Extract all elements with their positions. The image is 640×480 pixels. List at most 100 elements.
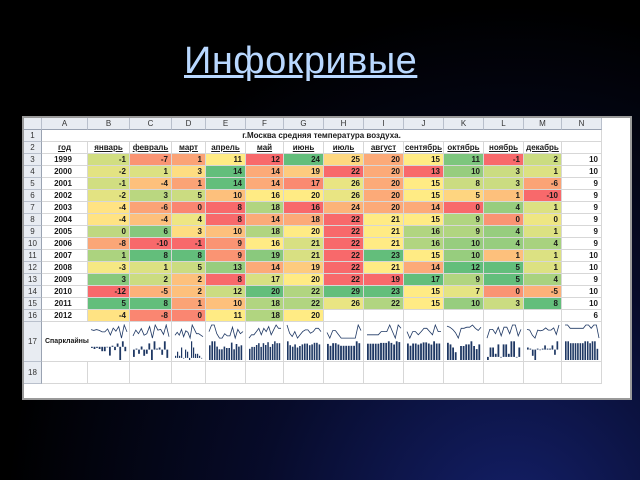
temperature-cell[interactable]: 22 bbox=[284, 286, 324, 298]
temperature-cell[interactable]: 17 bbox=[284, 178, 324, 190]
year-cell[interactable]: 2001 bbox=[42, 178, 88, 190]
temperature-cell[interactable]: 11 bbox=[206, 310, 246, 322]
row-header-2[interactable]: 2 bbox=[24, 142, 42, 154]
sparkline-cell[interactable] bbox=[444, 322, 484, 362]
empty-cell[interactable] bbox=[172, 362, 206, 384]
temperature-cell[interactable]: 9 bbox=[562, 274, 602, 286]
temperature-cell[interactable]: 5 bbox=[172, 190, 206, 202]
temperature-cell[interactable]: 22 bbox=[284, 298, 324, 310]
empty-cell[interactable] bbox=[206, 362, 246, 384]
temperature-cell[interactable]: -1 bbox=[484, 154, 524, 166]
temperature-cell[interactable]: 1 bbox=[172, 154, 206, 166]
column-header-K[interactable]: K bbox=[444, 118, 484, 130]
temperature-cell[interactable]: 10 bbox=[444, 166, 484, 178]
temperature-cell[interactable]: 9 bbox=[562, 214, 602, 226]
temperature-cell[interactable]: 22 bbox=[324, 238, 364, 250]
temperature-cell[interactable]: 8 bbox=[524, 298, 562, 310]
temperature-cell[interactable]: 18 bbox=[246, 310, 284, 322]
temperature-cell[interactable]: -5 bbox=[130, 286, 172, 298]
empty-cell[interactable] bbox=[324, 362, 364, 384]
temperature-cell[interactable] bbox=[364, 310, 404, 322]
temperature-cell[interactable] bbox=[524, 310, 562, 322]
temperature-cell[interactable]: 23 bbox=[364, 250, 404, 262]
temperature-cell[interactable]: 14 bbox=[246, 166, 284, 178]
temperature-cell[interactable]: 2 bbox=[130, 274, 172, 286]
temperature-cell[interactable]: 9 bbox=[444, 214, 484, 226]
temperature-cell[interactable]: -2 bbox=[88, 190, 130, 202]
temperature-cell[interactable]: 4 bbox=[524, 274, 562, 286]
temperature-cell[interactable]: 13 bbox=[206, 262, 246, 274]
year-cell[interactable]: 2012 bbox=[42, 310, 88, 322]
temperature-cell[interactable]: -2 bbox=[88, 166, 130, 178]
year-cell[interactable]: 1999 bbox=[42, 154, 88, 166]
temperature-cell[interactable] bbox=[444, 310, 484, 322]
temperature-cell[interactable]: 14 bbox=[404, 202, 444, 214]
temperature-cell[interactable]: 20 bbox=[246, 286, 284, 298]
temperature-cell[interactable]: 3 bbox=[172, 166, 206, 178]
row-header-5[interactable]: 5 bbox=[24, 178, 42, 190]
temperature-cell[interactable]: 1 bbox=[524, 262, 562, 274]
temperature-cell[interactable]: 24 bbox=[324, 202, 364, 214]
row-header-15[interactable]: 15 bbox=[24, 298, 42, 310]
temperature-cell[interactable]: 21 bbox=[364, 262, 404, 274]
temperature-cell[interactable]: 14 bbox=[246, 262, 284, 274]
temperature-cell[interactable]: 14 bbox=[206, 166, 246, 178]
temperature-cell[interactable]: 22 bbox=[324, 250, 364, 262]
year-cell[interactable]: 2010 bbox=[42, 286, 88, 298]
temperature-cell[interactable]: 0 bbox=[484, 286, 524, 298]
empty-cell[interactable] bbox=[88, 362, 130, 384]
temperature-cell[interactable]: 13 bbox=[404, 166, 444, 178]
temperature-cell[interactable]: 26 bbox=[324, 178, 364, 190]
temperature-cell[interactable]: -6 bbox=[130, 202, 172, 214]
temperature-cell[interactable]: 5 bbox=[88, 298, 130, 310]
temperature-cell[interactable]: 0 bbox=[172, 202, 206, 214]
year-cell[interactable]: 2003 bbox=[42, 202, 88, 214]
temperature-cell[interactable]: 7 bbox=[444, 286, 484, 298]
row-header-11[interactable]: 11 bbox=[24, 250, 42, 262]
row-header-8[interactable]: 8 bbox=[24, 214, 42, 226]
temperature-cell[interactable]: 20 bbox=[364, 166, 404, 178]
sparkline-cell[interactable] bbox=[562, 322, 602, 362]
temperature-cell[interactable]: 3 bbox=[484, 166, 524, 178]
temperature-cell[interactable]: 4 bbox=[524, 238, 562, 250]
temperature-cell[interactable]: 21 bbox=[284, 250, 324, 262]
table-title[interactable]: г.Москва средняя температура воздуха. bbox=[42, 130, 602, 142]
temperature-cell[interactable]: 20 bbox=[284, 274, 324, 286]
temperature-cell[interactable]: 12 bbox=[206, 286, 246, 298]
temperature-cell[interactable]: 21 bbox=[284, 238, 324, 250]
temperature-cell[interactable]: 9 bbox=[206, 238, 246, 250]
temperature-cell[interactable]: 5 bbox=[484, 274, 524, 286]
temperature-cell[interactable]: 22 bbox=[324, 214, 364, 226]
temperature-cell[interactable]: -7 bbox=[130, 154, 172, 166]
temperature-cell[interactable]: 10 bbox=[444, 250, 484, 262]
temperature-cell[interactable]: 20 bbox=[284, 190, 324, 202]
temperature-cell[interactable]: 1 bbox=[524, 226, 562, 238]
column-header-D[interactable]: D bbox=[172, 118, 206, 130]
temperature-cell[interactable]: 19 bbox=[284, 166, 324, 178]
temperature-cell[interactable]: 16 bbox=[246, 238, 284, 250]
column-header-N[interactable]: N bbox=[562, 118, 602, 130]
temperature-cell[interactable]: 1 bbox=[524, 250, 562, 262]
temperature-cell[interactable]: 9 bbox=[206, 250, 246, 262]
temperature-cell[interactable]: -10 bbox=[130, 238, 172, 250]
temperature-cell[interactable]: 10 bbox=[562, 166, 602, 178]
temperature-cell[interactable]: 0 bbox=[172, 310, 206, 322]
year-cell[interactable]: 2008 bbox=[42, 262, 88, 274]
column-header-C[interactable]: C bbox=[130, 118, 172, 130]
empty-cell[interactable] bbox=[404, 362, 444, 384]
temperature-cell[interactable]: 24 bbox=[284, 154, 324, 166]
sparkline-cell[interactable] bbox=[206, 322, 246, 362]
temperature-cell[interactable]: -6 bbox=[524, 178, 562, 190]
temperature-cell[interactable] bbox=[484, 310, 524, 322]
temperature-cell[interactable]: 1 bbox=[484, 250, 524, 262]
temperature-cell[interactable]: 26 bbox=[324, 190, 364, 202]
temperature-cell[interactable]: 22 bbox=[324, 226, 364, 238]
sparkline-cell[interactable] bbox=[284, 322, 324, 362]
header-cell[interactable]: апрель bbox=[206, 142, 246, 154]
temperature-cell[interactable]: -4 bbox=[88, 214, 130, 226]
temperature-cell[interactable]: 15 bbox=[404, 286, 444, 298]
temperature-cell[interactable]: 8 bbox=[206, 214, 246, 226]
column-header-L[interactable]: L bbox=[484, 118, 524, 130]
temperature-cell[interactable]: 6 bbox=[130, 226, 172, 238]
temperature-cell[interactable]: 18 bbox=[246, 202, 284, 214]
